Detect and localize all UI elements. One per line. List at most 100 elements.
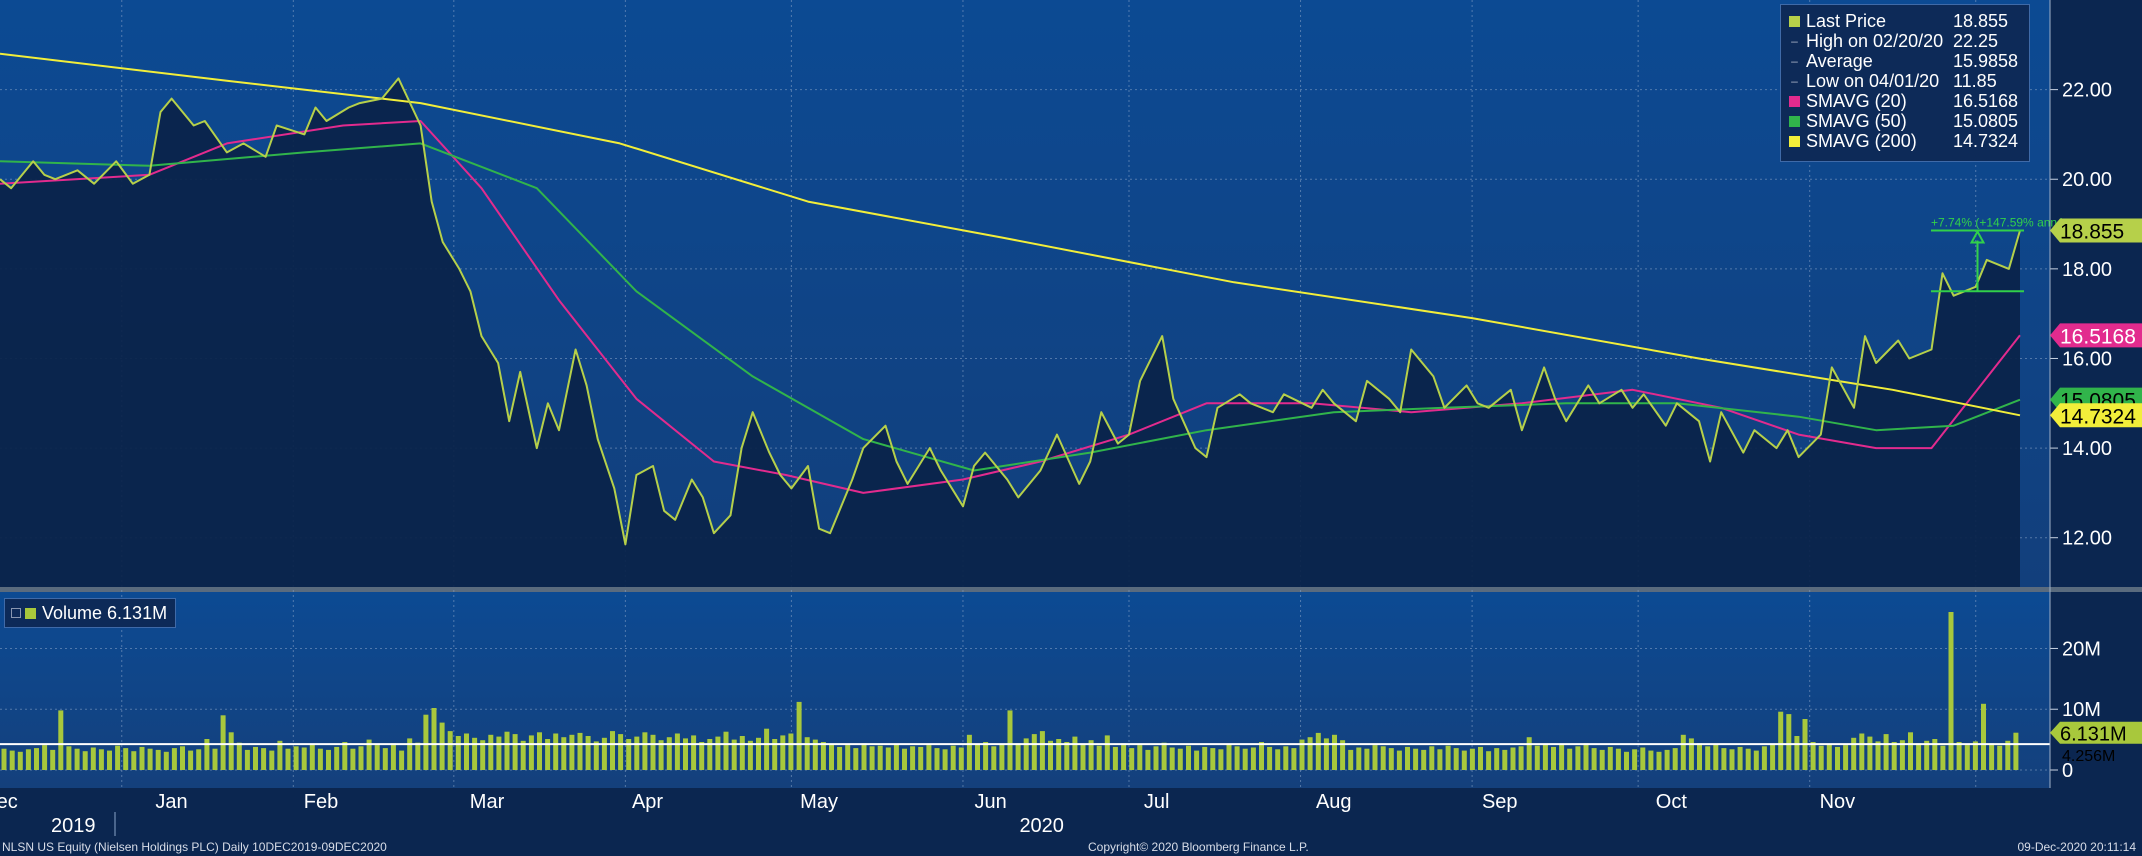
volume-tag	[2050, 721, 2142, 744]
y-tick-label: 18.00	[2062, 259, 2112, 281]
volume-bar	[58, 710, 64, 770]
annotation-arrow-icon	[1969, 229, 1986, 244]
volume-bar	[780, 735, 786, 770]
volume-bar	[50, 749, 56, 770]
volume-bar	[756, 737, 761, 770]
volume-bar	[131, 751, 137, 770]
volume-bar	[626, 739, 632, 770]
volume-bar	[447, 731, 453, 770]
volume-bar	[74, 748, 80, 770]
volume-bar	[723, 731, 729, 770]
volume-bar	[1380, 746, 1386, 770]
legend-value: 15.9858	[1953, 50, 2019, 71]
volume-bar	[496, 736, 502, 770]
volume-bar	[950, 745, 956, 770]
legend-label: Low on 04/01/20	[1806, 70, 1940, 91]
series-line-smavg-50	[0, 142, 2021, 472]
volume-bar	[674, 733, 680, 770]
volume-bar	[1469, 748, 1475, 770]
volume-bar	[1421, 749, 1427, 770]
volume-bar	[1315, 732, 1321, 770]
volume-bar	[1112, 746, 1118, 770]
legend-row: SMAVG (50) 15.0805	[1789, 111, 2021, 131]
volume-bar	[455, 736, 461, 770]
volume-legend: Volume 6.131M	[4, 598, 177, 628]
price-tag-label: 18.855	[2060, 221, 2124, 244]
volume-bar	[618, 734, 624, 770]
volume-bar	[504, 731, 510, 770]
footer-security: NLSN US Equity (Nielsen Holdings PLC) Da…	[2, 840, 387, 854]
volume-bar	[731, 739, 737, 770]
volume-bar	[837, 746, 843, 770]
volume-bar	[1356, 747, 1362, 770]
volume-bar	[861, 743, 867, 770]
legend-line-icon: –	[1791, 54, 1798, 68]
volume-bar	[569, 734, 575, 770]
volume-legend-label: Volume 6.131M	[42, 602, 168, 623]
y-tick-label: 12.00	[2062, 528, 2112, 550]
volume-bar	[431, 708, 437, 770]
legend-row: – Average 15.9858	[1789, 51, 2021, 71]
volume-bar	[1072, 736, 1078, 770]
volume-bar	[1202, 746, 1208, 770]
volume-bar	[893, 744, 899, 770]
volume-bar	[171, 748, 177, 770]
legend-label: SMAVG (50)	[1806, 110, 1907, 131]
volume-bar	[1908, 732, 1913, 770]
volume-bar	[472, 737, 478, 770]
volume-bar	[1413, 748, 1419, 770]
volume-bar	[1624, 751, 1629, 770]
volume-bar	[1729, 749, 1735, 770]
volume-bar	[601, 737, 607, 770]
volume-bar	[1843, 745, 1849, 770]
volume-bar	[1761, 746, 1767, 770]
volume-y-tick-label: 0	[2062, 760, 2073, 782]
volume-bar	[1810, 742, 1816, 770]
volume-bar	[1121, 743, 1127, 770]
volume-bar	[1494, 748, 1500, 770]
volume-bar	[812, 739, 818, 770]
series-line-last-price	[0, 77, 2021, 546]
volume-bar	[1599, 749, 1605, 770]
volume-bar	[1429, 746, 1435, 770]
volume-bar	[317, 748, 323, 770]
volume-bar	[1340, 740, 1346, 770]
volume-bar	[244, 749, 250, 770]
volume-bar	[236, 742, 242, 770]
volume-bar	[1088, 740, 1094, 770]
volume-bar	[277, 740, 283, 770]
volume-bar	[1234, 746, 1240, 770]
last-price-area	[0, 78, 2020, 588]
volume-bar	[1575, 746, 1581, 770]
volume-bar	[528, 735, 534, 770]
volume-bar	[1697, 743, 1702, 770]
volume-bar	[642, 732, 648, 770]
volume-bar	[1948, 612, 1954, 770]
footer-timestamp: 09-Dec-2020 20:11:14	[2017, 840, 2136, 854]
volume-bar	[772, 739, 778, 770]
series-line-smavg-200	[0, 52, 2021, 417]
volume-bar	[918, 746, 924, 770]
volume-bar	[1291, 748, 1297, 770]
legend-label: SMAVG (20)	[1806, 90, 1907, 111]
volume-bar	[1713, 744, 1719, 770]
volume-bar	[326, 749, 331, 770]
volume-bar	[1786, 714, 1792, 770]
volume-bar	[1826, 743, 1832, 770]
volume-bar	[269, 750, 275, 770]
volume-bar	[1039, 731, 1045, 770]
volume-bar	[658, 740, 664, 770]
volume-bar	[423, 714, 429, 770]
volume-bar	[1031, 734, 1037, 770]
y-tick-label: 22.00	[2062, 80, 2112, 102]
volume-toggle-icon[interactable]	[11, 608, 21, 618]
volume-bar	[691, 735, 697, 770]
y-tick-label: 14.00	[2062, 438, 2112, 460]
volume-bar	[1526, 737, 1532, 770]
volume-tag-label: 6.131M	[2060, 724, 2127, 746]
x-tick-label: Dec	[0, 791, 18, 813]
volume-bar	[610, 731, 615, 770]
volume-bar	[399, 750, 405, 770]
volume-bar	[885, 747, 891, 770]
x-tick-label: Jun	[975, 791, 1007, 813]
